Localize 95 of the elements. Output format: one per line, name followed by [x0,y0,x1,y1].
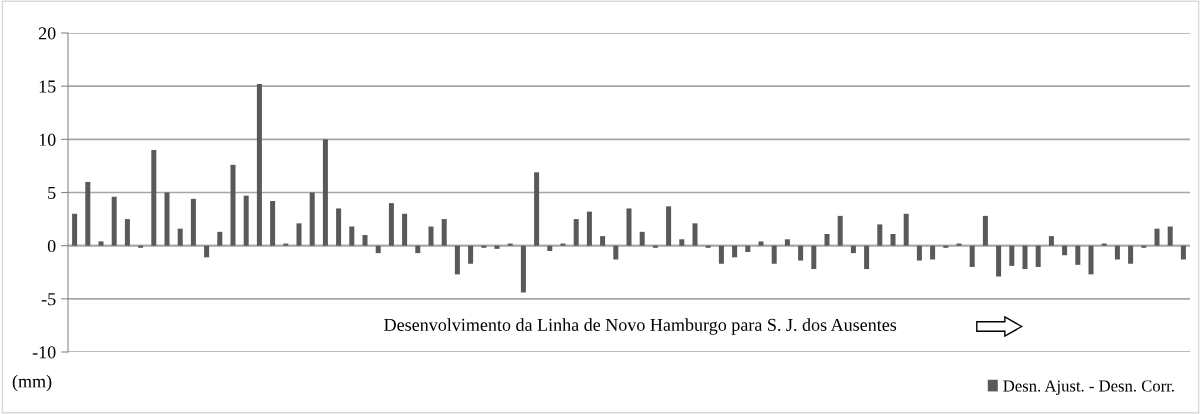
bar [336,208,342,246]
bar [230,164,236,246]
bar [705,245,711,248]
legend-label: Desn. Ajust. - Desn. Corr. [1003,380,1174,395]
bar [864,245,870,270]
bar [177,228,183,246]
bar [547,245,553,251]
bar [309,192,315,246]
bar [600,236,606,246]
bar [375,245,381,254]
bar [204,245,210,258]
bar [270,201,276,246]
bar [824,233,830,246]
bar [560,243,566,246]
bar [388,203,394,246]
y-tick-label: 0 [47,239,56,253]
bar [573,219,579,246]
bar [256,84,262,246]
y-tick-label: -10 [32,346,56,359]
bar [468,245,474,264]
bar [930,245,936,260]
bar [626,208,632,246]
bar [652,245,658,248]
y-tick-label: 20 [38,27,56,40]
bar [811,245,817,270]
bar [943,245,949,248]
bar [481,245,487,248]
bar [72,213,78,246]
bar [1062,245,1068,256]
bar [1180,245,1186,260]
bar [283,243,289,246]
bar [534,172,540,246]
bar [402,213,408,246]
y-axis-title: (mm) [12,374,52,392]
bar [837,215,843,246]
bar [1141,245,1147,248]
bar [1101,243,1107,246]
bar [679,239,685,246]
bar [98,241,104,246]
bar [718,245,724,264]
bar [784,239,790,246]
bar [454,245,460,275]
bar [1035,245,1041,267]
bar [903,213,909,246]
bar [758,241,764,246]
bar [151,149,157,246]
bar [124,219,130,246]
bar [415,245,421,254]
bar [349,226,355,246]
bar [850,245,856,254]
bar [1022,245,1028,270]
bar [969,245,975,267]
bar [639,231,645,246]
bar [1009,245,1015,266]
bar [217,231,223,246]
bar [111,196,117,246]
bar [190,198,196,246]
bar [1075,245,1081,265]
bar [243,195,249,246]
bar [164,192,170,246]
bar [745,245,751,253]
bar [322,139,328,246]
bar [507,243,513,246]
bar [916,245,922,261]
bar [890,233,896,246]
y-tick-label: 10 [39,133,56,146]
bar [520,245,526,293]
bar [362,235,368,246]
bar [613,245,619,260]
bar [428,226,434,246]
bar [956,243,962,246]
bar [1154,228,1160,246]
bar [586,211,592,246]
bar [1114,245,1120,260]
y-tick-label: -5 [41,293,56,306]
bar [296,223,302,246]
bar [666,206,672,246]
annotation: Desenvolvimento da Linha de Novo Hamburgo para S. J. dos Ausentes [384,318,897,335]
bar [798,245,804,261]
y-tick-label: 15 [39,80,56,93]
bar [732,245,738,258]
bar [494,245,500,249]
y-tick-label: 5 [48,186,56,199]
bar [877,224,883,246]
bar [1048,236,1054,246]
bar [138,245,144,248]
bar [692,223,698,246]
bar [1128,245,1134,264]
bar [996,245,1002,277]
bar [982,215,988,246]
bar [1088,245,1094,275]
bar [85,181,91,246]
bar [441,219,447,246]
bar [771,245,777,264]
bar [1167,226,1173,246]
